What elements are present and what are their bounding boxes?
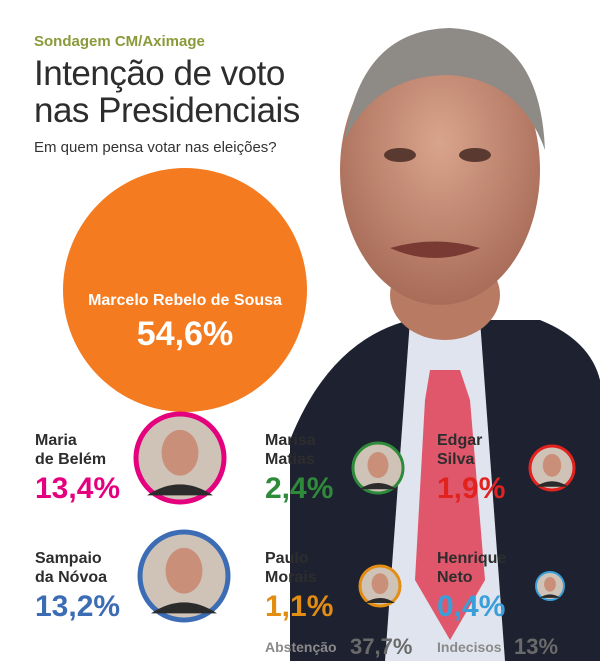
footer-indecisos-value: 13% — [514, 634, 558, 659]
label-matias-value: 2,4% — [265, 472, 333, 505]
label-silva-name-1: Edgar — [437, 432, 482, 449]
shoulders-belem — [147, 484, 213, 496]
mouth-shape — [390, 241, 480, 258]
label-marcelo-value: 54,6% — [137, 315, 233, 353]
subtitle: Em quem pensa votar nas eleições? — [34, 139, 277, 156]
footer-indecisos-label: Indecisos — [437, 639, 502, 655]
label-matias-name-2: Matias — [265, 451, 315, 468]
label-marcelo-name: Marcelo Rebelo de Sousa — [88, 292, 282, 309]
label-neto-value: 0,4% — [437, 590, 505, 623]
label-matias-name-1: Marisa — [265, 432, 316, 449]
footer-abstencao-value: 37,7% — [350, 634, 412, 659]
face-novoa — [165, 547, 203, 594]
label-morais-value: 1,1% — [265, 590, 333, 623]
label-novoa-name-1: Sampaio — [35, 550, 102, 567]
footer-abstencao-label: Abstenção — [265, 639, 337, 655]
title-line-1: Intenção de voto — [34, 54, 285, 93]
left-eye-shape — [384, 148, 416, 162]
label-novoa-value: 13,2% — [35, 590, 120, 623]
label-morais-name-1: Paulo — [265, 550, 309, 567]
kicker: Sondagem CM/Aximage — [34, 33, 205, 50]
face-matias — [367, 452, 389, 478]
face-morais — [371, 573, 389, 594]
shoulders-novoa — [151, 602, 217, 614]
hair-shape — [345, 28, 545, 150]
title-line-2: nas Presidenciais — [34, 91, 300, 130]
tie-shape — [415, 370, 485, 640]
shoulders-neto — [539, 594, 561, 598]
label-belem-name-1: Maria — [35, 432, 77, 449]
head-shape — [340, 35, 540, 305]
label-silva-name-2: Silva — [437, 451, 474, 468]
label-belem-name-2: de Belém — [35, 451, 106, 468]
face-belem — [161, 429, 199, 476]
bubble-marcelo — [63, 168, 307, 412]
label-silva-value: 1,9% — [437, 472, 505, 505]
face-neto — [544, 577, 556, 592]
label-neto-name-1: Henrique — [437, 550, 506, 567]
label-belem-value: 13,4% — [35, 472, 120, 505]
right-eye-shape — [459, 148, 491, 162]
shoulders-silva — [535, 481, 569, 487]
shoulders-matias — [359, 483, 397, 490]
face-silva — [542, 453, 562, 477]
label-novoa-name-2: da Nóvoa — [35, 569, 107, 586]
shoulders-morais — [365, 598, 395, 603]
label-morais-name-2: Morais — [265, 569, 317, 586]
label-neto-name-2: Neto — [437, 569, 473, 586]
chart-title: Intenção de voto nas Presidenciais — [34, 55, 300, 129]
candidate-portrait — [290, 28, 600, 661]
